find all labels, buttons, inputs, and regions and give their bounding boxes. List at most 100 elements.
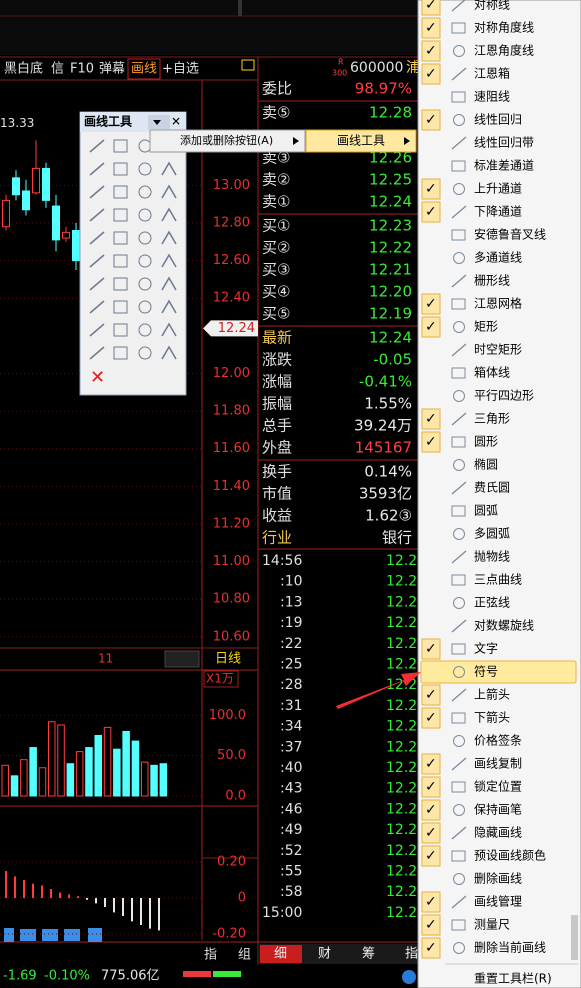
toolbar-button[interactable]: +自选 <box>162 62 199 77</box>
menu-item[interactable]: 速阻线 <box>474 90 510 104</box>
tool-icon[interactable] <box>89 208 105 222</box>
tool-icon[interactable] <box>89 231 105 245</box>
menu-item[interactable]: 圆形 <box>474 435 498 449</box>
tool-icon[interactable] <box>138 162 152 176</box>
toolbar-button[interactable]: 画线 <box>131 62 157 77</box>
tool-icon[interactable] <box>113 139 128 153</box>
menu-item[interactable]: 对称线 <box>474 0 510 12</box>
menu-item[interactable]: 箱体线 <box>474 365 510 380</box>
menu-item[interactable]: 正弦线 <box>474 595 510 610</box>
tool-icon[interactable] <box>113 208 128 222</box>
tool-icon[interactable] <box>113 231 128 245</box>
tab[interactable]: 组 <box>238 948 251 963</box>
tab[interactable]: 财 <box>318 947 331 962</box>
tool-icon[interactable] <box>89 139 105 153</box>
tool-icon[interactable] <box>161 184 177 199</box>
menu-item[interactable]: 标准差通道 <box>474 159 534 173</box>
menu-item[interactable]: 多圆弧 <box>474 527 510 541</box>
tool-icon[interactable] <box>113 185 128 199</box>
tool-icon[interactable] <box>161 276 177 291</box>
menu-item[interactable]: 线性回归 <box>474 113 522 127</box>
menu-item[interactable]: 测量尺 <box>474 918 510 932</box>
tool-icon[interactable] <box>89 162 105 176</box>
menu-item[interactable]: 椭圆 <box>474 457 498 472</box>
submenu-item[interactable]: 画线工具 <box>337 134 385 148</box>
menu-item[interactable]: 删除当前画线 <box>474 940 546 955</box>
toolbar-button[interactable]: 信 <box>51 62 64 77</box>
tool-icon[interactable] <box>138 300 152 314</box>
menu-item[interactable]: 江恩箱 <box>474 66 510 81</box>
tool-icon[interactable] <box>113 300 128 314</box>
menu-item[interactable]: 文字 <box>474 641 498 656</box>
shirt-icon[interactable] <box>64 929 80 941</box>
menu-item[interactable]: 矩形 <box>474 320 498 334</box>
toolbar-button[interactable]: F10 <box>70 62 94 77</box>
tab[interactable]: 指 <box>204 948 217 963</box>
menu-item[interactable]: 栅形线 <box>474 273 510 288</box>
chat-icon[interactable] <box>42 929 58 941</box>
tool-icon[interactable] <box>161 299 177 314</box>
tool-icon[interactable] <box>161 207 177 222</box>
menu-item[interactable]: 对称角度线 <box>474 20 534 35</box>
menu-item[interactable]: 平行四边形 <box>474 389 534 403</box>
menu-item[interactable]: 对数螺旋线 <box>474 618 534 633</box>
tool-icon[interactable] <box>113 346 128 360</box>
tool-icon[interactable] <box>138 185 152 199</box>
tab[interactable]: 筹 <box>362 946 375 962</box>
mic-icon[interactable] <box>4 928 14 942</box>
menu-item[interactable]: 时空矩形 <box>474 343 522 357</box>
menu-item[interactable]: 安德鲁音叉线 <box>474 227 546 242</box>
menu-item[interactable]: 三点曲线 <box>474 573 522 587</box>
tool-icon[interactable] <box>138 208 152 222</box>
tool-icon[interactable] <box>161 322 177 337</box>
tool-icon[interactable] <box>138 346 152 360</box>
tool-icon[interactable] <box>113 254 128 268</box>
tool-icon[interactable] <box>113 162 128 176</box>
menu-item[interactable]: 线性回归带 <box>474 136 534 150</box>
tool-icon[interactable] <box>138 323 152 337</box>
menu-item[interactable]: 下箭头 <box>474 710 510 725</box>
menu-item[interactable]: 江恩网格 <box>474 296 522 311</box>
menu-item[interactable]: 多通道线 <box>474 251 522 265</box>
close-button[interactable]: ✕ <box>171 115 181 129</box>
tool-icon[interactable] <box>161 161 177 176</box>
menu-item[interactable]: 抛物线 <box>474 549 510 564</box>
tool-icon[interactable] <box>89 254 105 268</box>
menu-item[interactable]: 三角形 <box>474 412 510 426</box>
tool-icon[interactable] <box>89 185 105 199</box>
tool-icon[interactable] <box>138 277 152 291</box>
menu-item[interactable]: 圆弧 <box>474 504 498 518</box>
tool-icon[interactable] <box>89 323 105 337</box>
grid-icon[interactable] <box>88 928 102 942</box>
tool-icon[interactable] <box>89 346 105 360</box>
menu-item[interactable]: 费氏圆 <box>474 481 510 495</box>
menu-item[interactable]: 锁定位置 <box>474 779 522 794</box>
toolbar-button[interactable]: 黑白底 <box>4 61 43 77</box>
menu-item[interactable]: 价格签条 <box>474 733 522 748</box>
menu-item[interactable]: 隐藏画线 <box>474 826 522 840</box>
tool-icon[interactable] <box>113 323 128 337</box>
menu-item[interactable]: 添加或删除按钮(A) <box>180 133 273 147</box>
tool-icon[interactable] <box>138 231 152 245</box>
menu-item[interactable]: 符号 <box>474 664 498 679</box>
menu-item[interactable]: 上箭头 <box>474 687 510 702</box>
tool-icon[interactable] <box>89 277 105 291</box>
status-icon[interactable] <box>402 970 416 984</box>
menu-item[interactable]: 下降通道 <box>474 205 522 219</box>
tab[interactable]: 细 <box>274 947 287 962</box>
menu-item[interactable]: 预设画线颜色 <box>474 848 546 863</box>
tab[interactable]: 指 <box>405 947 418 962</box>
layout-icon[interactable] <box>241 59 255 71</box>
menu-item[interactable]: 画线复制 <box>474 757 522 771</box>
tool-icon[interactable] <box>161 253 177 268</box>
period-label[interactable]: 日线 <box>215 652 241 667</box>
scroll-button[interactable] <box>164 650 200 668</box>
menu-item[interactable]: 保持画笔 <box>474 802 522 817</box>
active-tab[interactable] <box>260 945 302 963</box>
toolbar-button[interactable]: 弹幕 <box>99 62 125 77</box>
menu-item[interactable]: 江恩角度线 <box>474 43 534 58</box>
tool-icon[interactable] <box>113 277 128 291</box>
tool-icon[interactable] <box>161 230 177 245</box>
menu-item[interactable]: 上升通道 <box>474 182 522 196</box>
delete-icon[interactable]: ✕ <box>90 367 105 388</box>
